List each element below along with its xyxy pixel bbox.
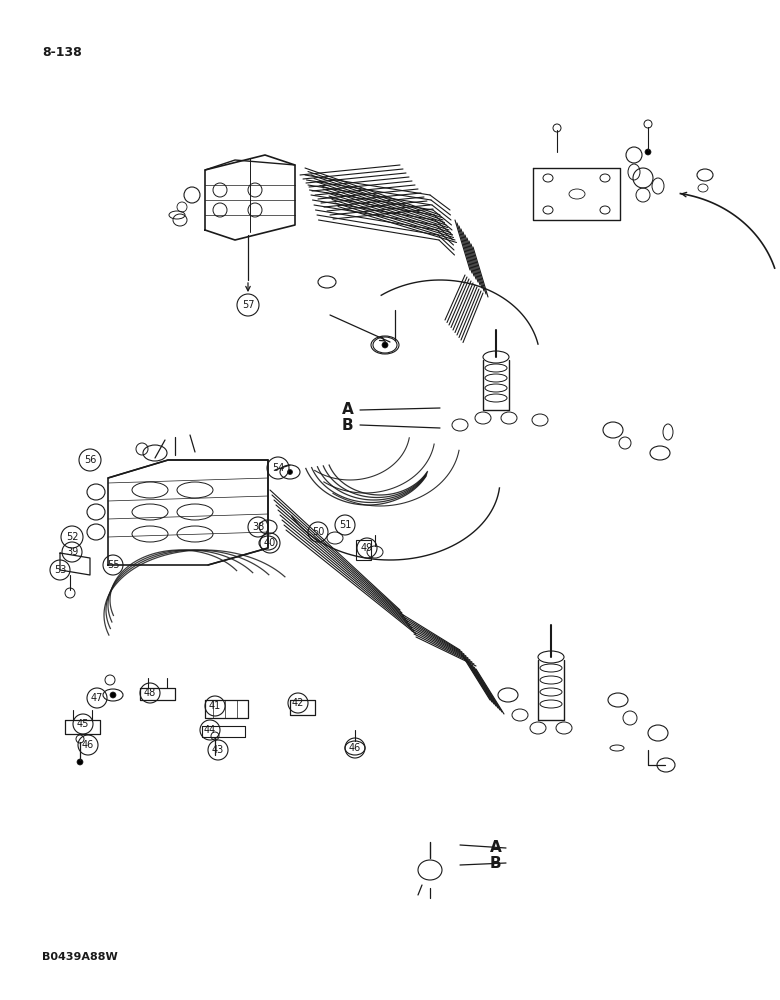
Text: 48: 48 [144, 688, 156, 698]
Text: 8-138: 8-138 [42, 45, 82, 58]
Text: 57: 57 [242, 300, 254, 310]
Text: 47: 47 [90, 693, 103, 703]
Circle shape [288, 470, 292, 475]
Text: 51: 51 [339, 520, 351, 530]
Text: 50: 50 [312, 527, 324, 537]
Circle shape [382, 342, 388, 348]
Text: 43: 43 [212, 745, 224, 755]
Text: 52: 52 [66, 532, 78, 542]
Text: B: B [342, 418, 353, 432]
Text: 42: 42 [292, 698, 304, 708]
Bar [356, 540, 371, 560]
Text: 41: 41 [209, 701, 221, 711]
Text: B: B [490, 856, 502, 870]
Text: 46: 46 [82, 740, 94, 750]
Text: 39: 39 [66, 547, 78, 557]
Text: 54: 54 [271, 463, 284, 473]
Text: A: A [342, 402, 354, 418]
Text: 40: 40 [264, 538, 276, 548]
Text: 38: 38 [252, 522, 264, 532]
Text: 56: 56 [83, 455, 96, 465]
Circle shape [77, 759, 83, 765]
Text: 53: 53 [54, 565, 66, 575]
Circle shape [110, 692, 116, 698]
Text: B0439A88W: B0439A88W [42, 952, 118, 962]
Text: 55: 55 [107, 560, 119, 570]
Text: 49: 49 [361, 543, 373, 553]
Circle shape [645, 149, 651, 155]
Text: A: A [490, 840, 502, 856]
Text: 44: 44 [204, 725, 216, 735]
Text: 46: 46 [349, 743, 361, 753]
Text: 45: 45 [76, 719, 89, 729]
